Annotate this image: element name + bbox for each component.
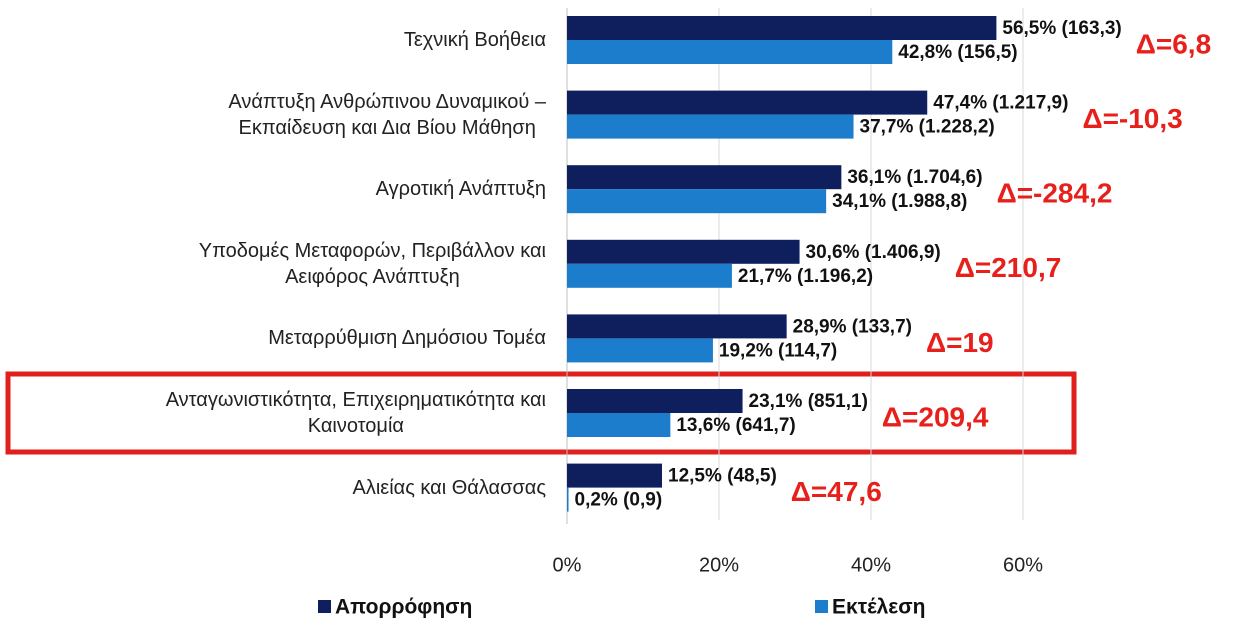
bar	[567, 314, 787, 339]
delta-annotation: Δ=209,4	[882, 401, 989, 432]
bar	[567, 165, 842, 190]
value-label: 13,6% (641,7)	[676, 415, 795, 436]
value-label: 36,1% (1.704,6)	[847, 167, 982, 188]
category-label: Τεχνική Βοήθεια	[403, 29, 546, 51]
bar	[567, 463, 662, 488]
delta-annotation: Δ=19	[926, 327, 994, 358]
legend-swatch	[318, 600, 331, 613]
legend-label: Απορρόφηση	[335, 596, 472, 619]
category-label: Μεταρρύθμιση Δημόσιου Τομέα	[268, 327, 546, 350]
value-label: 19,2% (114,7)	[719, 340, 837, 361]
legend-swatch	[815, 600, 828, 613]
bar	[567, 40, 893, 64]
bar	[567, 114, 854, 139]
value-label: 42,8% (156,5)	[898, 42, 1017, 63]
bar	[567, 263, 732, 288]
value-label: 56,5% (163,3)	[1002, 18, 1121, 39]
value-label: 47,4% (1.217,9)	[933, 93, 1068, 114]
delta-annotation: Δ=-10,3	[1082, 103, 1182, 134]
bar	[567, 16, 997, 40]
category-label: Ανταγωνιστικότητα, Επιχειρηματικότητα κα…	[165, 389, 546, 437]
bar	[567, 413, 671, 437]
value-label: 0,2% (0,9)	[575, 490, 663, 511]
x-tick-label: 0%	[553, 554, 582, 576]
value-label: 37,7% (1.228,2)	[860, 117, 995, 138]
bar	[567, 90, 928, 115]
value-label: 21,7% (1.196,2)	[738, 266, 873, 287]
value-label: 23,1% (851,1)	[749, 391, 868, 412]
bar	[567, 487, 569, 512]
x-tick-label: 40%	[851, 554, 891, 576]
highlight-box	[5, 371, 1077, 455]
bar	[567, 389, 743, 413]
category-label: Υποδομές Μεταφορών, Περιβάλλον και Αειφό…	[198, 239, 546, 288]
bar	[567, 189, 827, 214]
delta-annotation: Δ=-284,2	[997, 178, 1113, 209]
legend-label: Εκτέλεση	[832, 596, 925, 619]
category-label: Αλιείας και Θάλασσας	[352, 476, 547, 499]
value-label: 28,9% (133,7)	[793, 316, 912, 337]
bar	[567, 239, 800, 264]
value-label: 12,5% (48,5)	[668, 466, 777, 487]
delta-annotation: Δ=6,8	[1136, 28, 1211, 59]
category-label: Ανάπτυξη Ανθρώπινου Δυναμικού – Εκπαίδευ…	[228, 90, 546, 139]
x-tick-label: 20%	[699, 554, 739, 576]
delta-annotation: Δ=210,7	[955, 252, 1062, 283]
delta-annotation: Δ=47,6	[791, 476, 882, 507]
value-label: 30,6% (1.406,9)	[806, 242, 941, 263]
category-label: Αγροτική Ανάπτυξη	[375, 178, 546, 201]
x-tick-label: 60%	[1003, 554, 1043, 576]
value-label: 34,1% (1.988,8)	[832, 191, 967, 212]
bar	[567, 338, 713, 363]
